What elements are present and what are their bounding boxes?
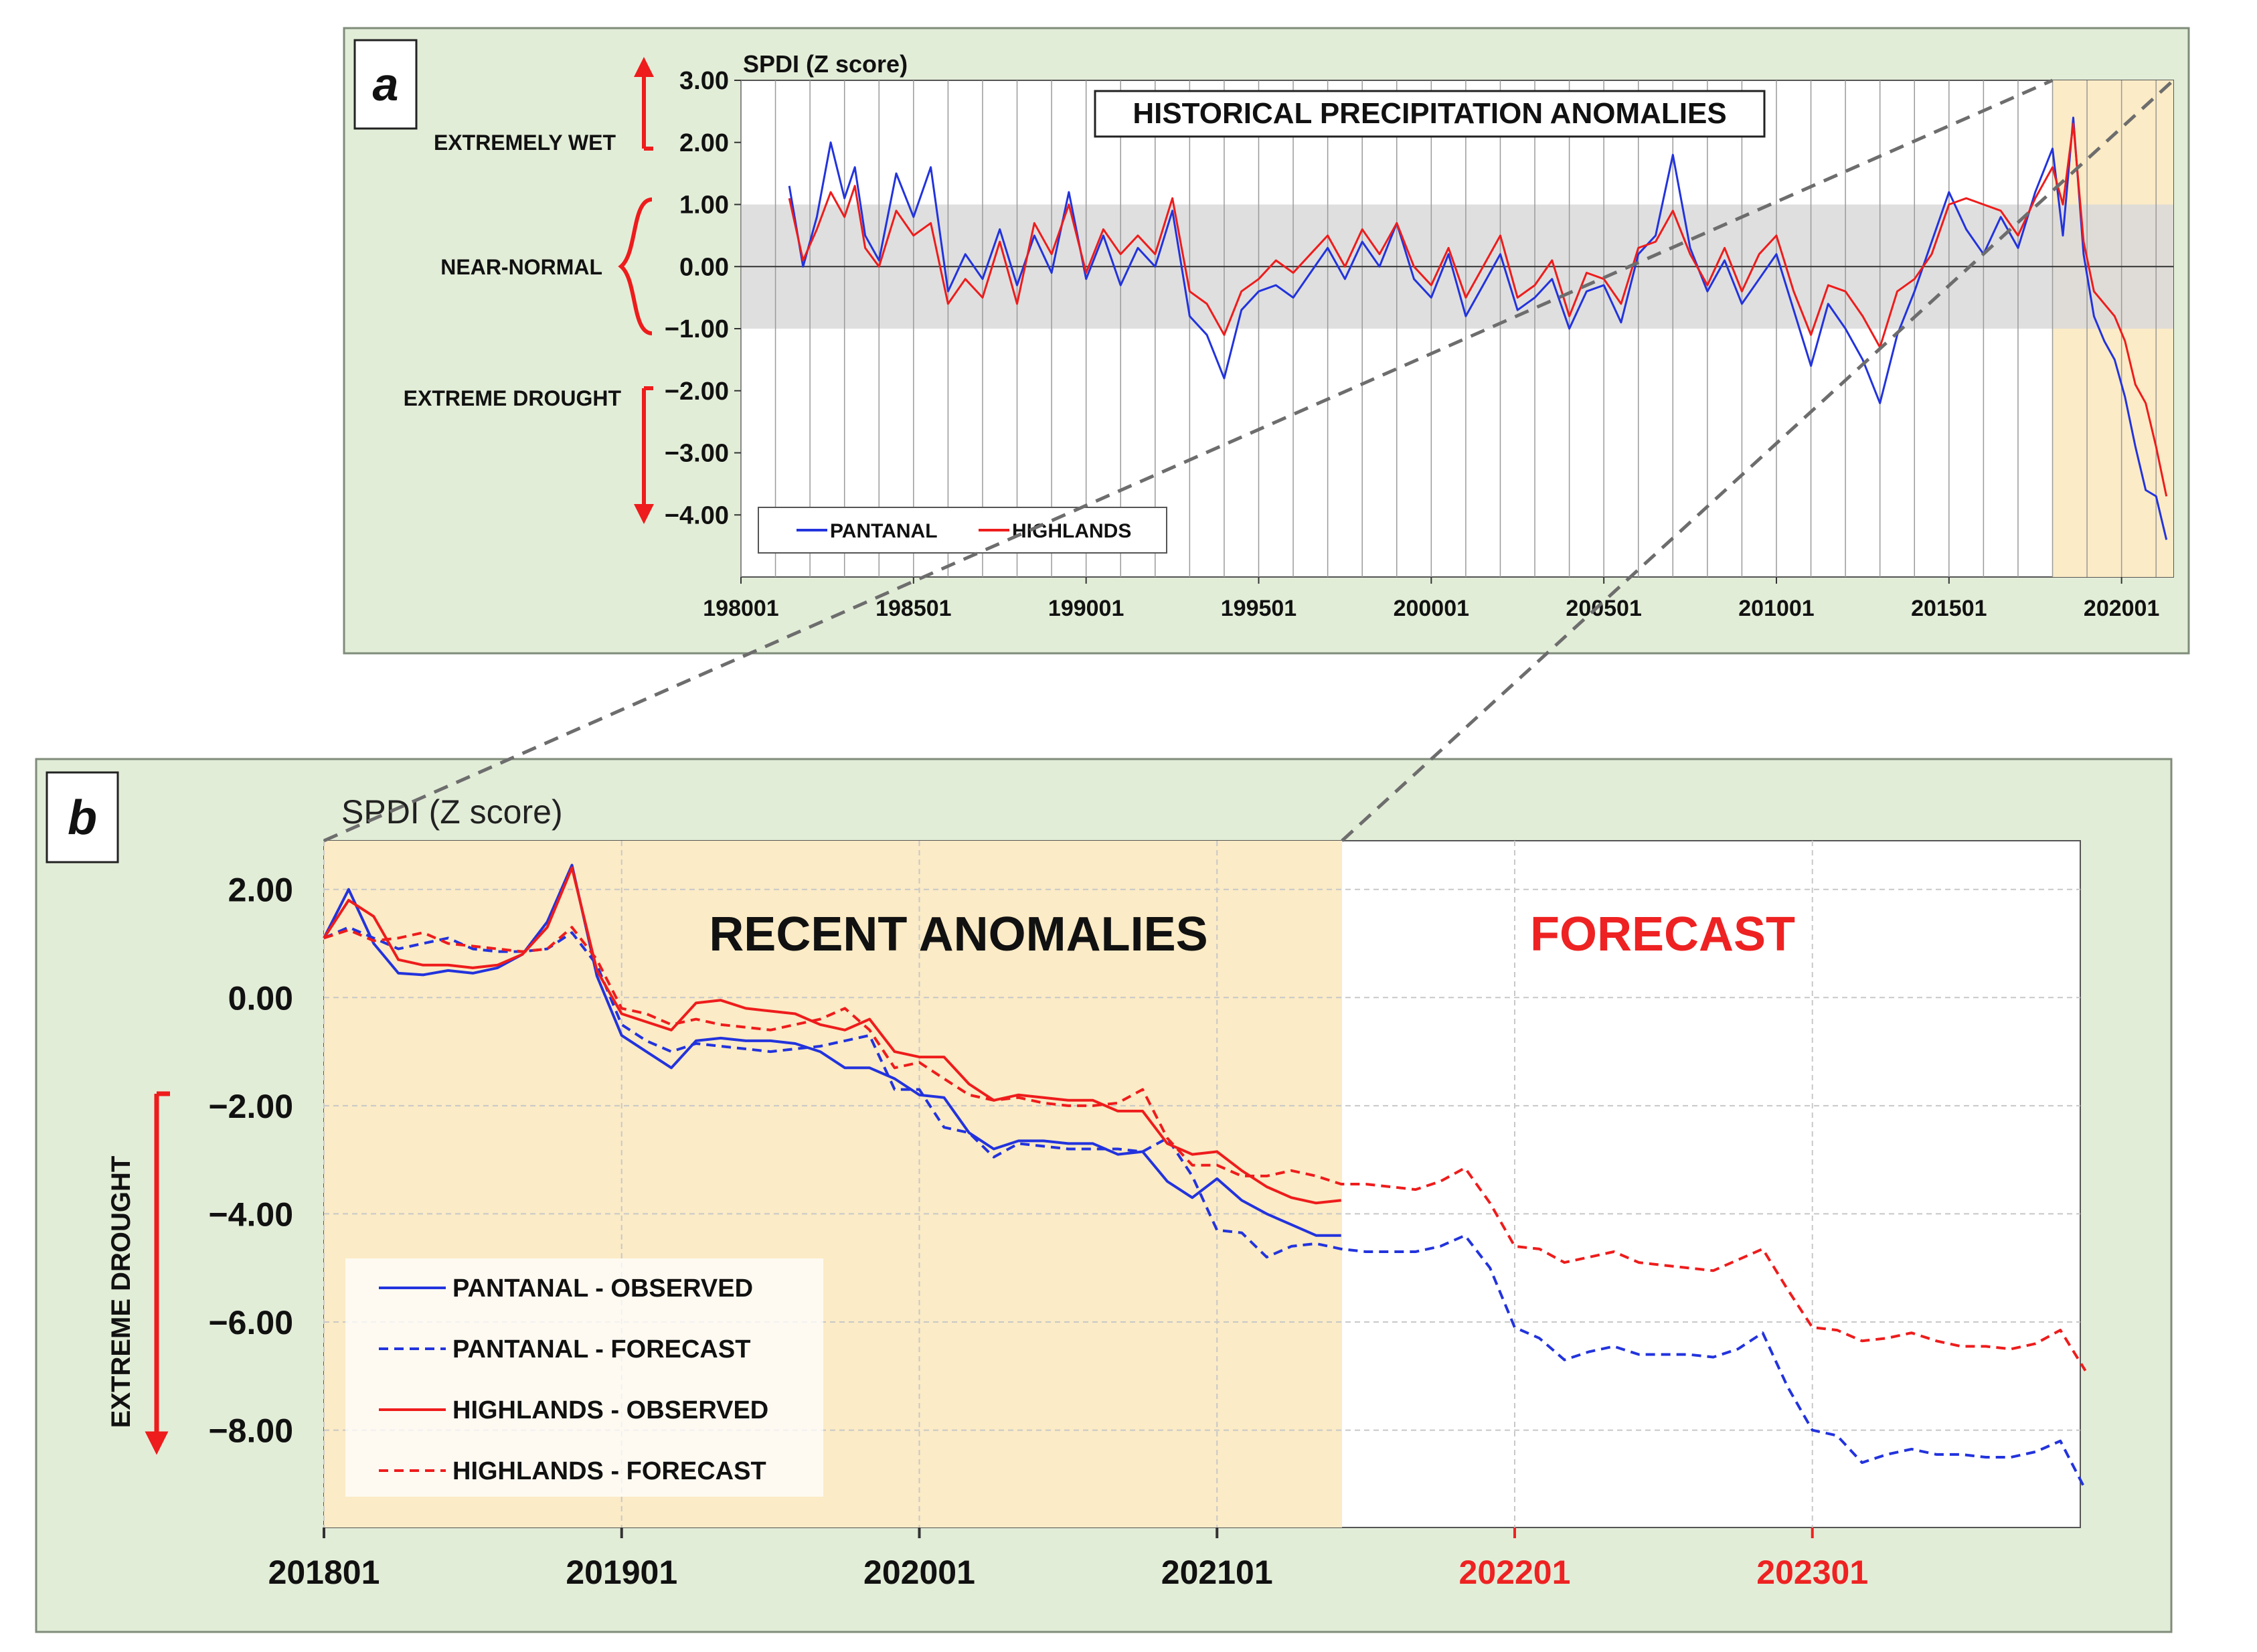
- panel-b-x-tick-label: 202301: [1756, 1554, 1868, 1591]
- panel-a-y-tick-label: 2.00: [679, 129, 729, 157]
- panel-a-grid: [740, 80, 2173, 577]
- panel-a-y-axis-title: SPDI (Z score): [743, 50, 908, 78]
- panel-a-y-tick-label: 0.00: [679, 253, 729, 281]
- panel-b-y-tick-label: −4.00: [208, 1195, 293, 1233]
- panel-a-y-tick-label: −4.00: [665, 501, 729, 529]
- label-extreme-drought-a: EXTREME DROUGHT: [404, 386, 622, 410]
- panel-a-x-tick-label: 199501: [1221, 596, 1297, 621]
- panel-a-label: a: [373, 58, 399, 110]
- panel-a-x-tick-label: 201501: [1911, 596, 1987, 621]
- panel-b-y-tick-label: −6.00: [208, 1304, 293, 1341]
- panel-a-x-tick-label: 201001: [1738, 596, 1814, 621]
- panel-a-title: HISTORICAL PRECIPITATION ANOMALIES: [1133, 97, 1726, 130]
- panel-a-label-box: [353, 39, 418, 130]
- panel-a-title-box: [1094, 90, 1766, 138]
- zoom-connector-left: [323, 78, 2054, 843]
- panel-a-legend-label-pantanal: PANTANAL: [830, 520, 938, 542]
- panel-a-lines: [788, 116, 2168, 540]
- panel-b-series-highlands-observed: [323, 866, 1341, 1205]
- forecast-label: FORECAST: [1530, 908, 1795, 961]
- near-normal-brace-icon: [618, 197, 653, 335]
- panel-b-x-tick-label: 202101: [1161, 1554, 1273, 1591]
- label-extremely-wet: EXTREMELY WET: [434, 131, 616, 155]
- panel-a-x-tick-label: 198501: [875, 596, 951, 621]
- panel-b-lines: [323, 863, 2087, 1491]
- panel-a-y-tick-label: −3.00: [665, 440, 729, 468]
- legend-label-highlands-observed: HIGHLANDS - OBSERVED: [452, 1396, 768, 1424]
- panel-a-x-tick-label: 200001: [1394, 596, 1469, 621]
- panel-b-x-tick-label: 201801: [268, 1554, 380, 1591]
- panel-a-y-tick-label: 3.00: [679, 67, 729, 95]
- panel-b-series-pantanal-forecast: [323, 926, 2087, 1491]
- panel-a-legend-label-highlands: HIGHLANDS: [1012, 520, 1131, 542]
- panel-b-y-axis-title: SPDI (Z score): [341, 793, 563, 831]
- panel-b-label-box: [46, 771, 119, 863]
- panel-b-axes: 2.00 0.00 −2.00 −4.00 −6.00 −8.00 201801 201901…: [208, 872, 1868, 1591]
- legend-label-highlands-forecast: HIGHLANDS - FORECAST: [452, 1457, 766, 1485]
- panel-b-x-tick-label: 201901: [566, 1554, 677, 1591]
- panel-b-series-highlands-forecast: [323, 926, 2087, 1372]
- legend-label-pantanal-observed: PANTANAL - OBSERVED: [452, 1274, 753, 1303]
- panel-b-x-tick-label: 202001: [863, 1554, 975, 1591]
- panel-a-axes: 3.00 2.00 1.00 0.00 −1.00 −2.00 −3.00 −4.00 1980…: [665, 67, 2160, 621]
- label-extreme-drought-b: EXTREME DROUGHT: [106, 1156, 136, 1428]
- panel-a-x-tick-label: 199001: [1048, 596, 1124, 621]
- panel-a: a 3.00 2.00 1.00 0.00 −1.00 −2.00 −3.00 −4.00 19…: [343, 27, 2190, 655]
- label-near-normal: NEAR-NORMAL: [440, 255, 602, 279]
- panel-b-series-pantanal-observed: [323, 863, 1341, 1237]
- panel-a-x-tick-label: 200501: [1566, 596, 1641, 621]
- panel-b-label: b: [68, 791, 97, 845]
- panel-b-y-tick-label: −8.00: [208, 1412, 293, 1450]
- panel-a-y-tick-label: 1.00: [679, 191, 729, 220]
- panel-a-series-pantanal: [788, 116, 2168, 540]
- legend-label-pantanal-forecast: PANTANAL - FORECAST: [452, 1335, 750, 1364]
- panel-a-series-highlands: [788, 122, 2168, 497]
- panel-b-x-tick-label: 202201: [1459, 1554, 1571, 1591]
- panel-a-x-tick-label: 202001: [2084, 596, 2159, 621]
- panel-b-y-tick-label: −2.00: [208, 1088, 293, 1125]
- zoom-connector-right: [1341, 79, 2175, 842]
- panel-a-y-tick-label: −2.00: [665, 378, 729, 406]
- zoom-connectors: [323, 78, 2175, 843]
- panel-b-y-tick-label: 0.00: [228, 979, 293, 1017]
- recent-anomalies-label: RECENT ANOMALIES: [709, 908, 1207, 961]
- panel-b-legend: [345, 1258, 823, 1497]
- panel-b: b 2.00 0.00 −2.00 −4.00 −6.00 −8.00 201801 2019…: [35, 758, 2173, 1633]
- panel-a-y-tick-label: −1.00: [665, 315, 729, 343]
- panel-a-x-tick-label: 198001: [703, 596, 778, 621]
- panel-b-y-tick-label: 2.00: [228, 872, 293, 909]
